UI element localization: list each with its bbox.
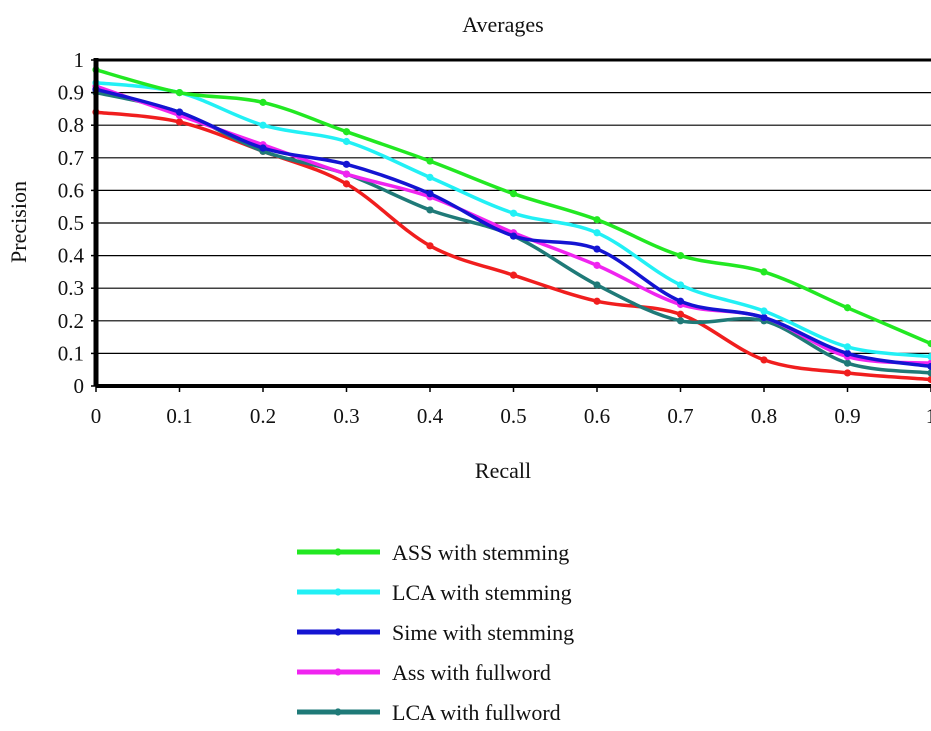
legend-item-0: ASS with stemming [297, 540, 569, 565]
data-point-2-7 [676, 297, 685, 305]
x-tick-label-9: 0.9 [834, 404, 860, 428]
series-2 [92, 85, 931, 371]
y-axis-label: Precision [6, 181, 31, 263]
data-point-1-5 [509, 209, 518, 217]
x-tick-label-10: 1 [926, 404, 931, 428]
legend-swatch-marker-3 [334, 668, 342, 676]
y-tick-labels: 0 0.1 0.2 0.3 0.4 0.5 0.6 0.7 0.8 0.9 1 [58, 48, 85, 398]
legend-label-0: ASS with stemming [392, 540, 569, 565]
x-tick-label-3: 0.3 [333, 404, 359, 428]
data-point-2-4 [426, 190, 434, 198]
x-tick-label-5: 0.5 [500, 404, 526, 428]
y-tick-label-0: 0 [74, 374, 85, 398]
x-tick-label-7: 0.7 [667, 404, 693, 428]
data-point-1-3 [342, 137, 351, 146]
series-line-0 [94, 68, 931, 346]
y-tick-label-8: 0.8 [58, 113, 84, 137]
data-point-1-4 [426, 173, 434, 181]
legend-label-1: LCA with stemming [392, 580, 572, 605]
data-point-5-4 [426, 242, 434, 250]
legend-item-4: LCA with fullword [297, 700, 561, 725]
data-point-0-9 [843, 304, 852, 312]
legend-label-4: LCA with fullword [392, 700, 561, 725]
data-point-2-3 [342, 160, 351, 168]
chart-title: Averages [462, 12, 543, 37]
x-tick-label-4: 0.4 [417, 404, 444, 428]
y-tick-label-5: 0.5 [58, 211, 84, 235]
series-line-2 [94, 87, 931, 369]
y-tick-label-4: 0.4 [58, 244, 85, 268]
data-point-0-3 [342, 128, 351, 136]
data-point-5-6 [593, 297, 601, 305]
series-1 [92, 79, 931, 361]
data-point-1-10 [927, 353, 931, 361]
x-tick-label-8: 0.8 [751, 404, 777, 428]
y-tick-label-2: 0.2 [58, 309, 84, 333]
data-point-0-7 [676, 252, 685, 260]
data-point-2-2 [259, 144, 267, 152]
data-point-3-6 [593, 261, 601, 269]
legend: ASS with stemming LCA with stemming Sime w… [297, 540, 574, 725]
data-point-3-3 [342, 170, 351, 178]
y-tick-label-9: 0.9 [58, 81, 84, 105]
data-point-5-8 [760, 356, 768, 364]
series-group [92, 66, 931, 384]
data-point-0-2 [259, 98, 267, 106]
legend-label-2: Sime with stemming [392, 620, 574, 645]
data-point-5-1 [175, 118, 184, 126]
axes [91, 58, 931, 392]
data-point-5-10 [927, 375, 931, 384]
data-point-2-5 [509, 232, 518, 240]
data-point-5-9 [843, 369, 852, 377]
y-tick-label-3: 0.3 [58, 276, 84, 300]
y-tick-label-10: 1 [74, 48, 85, 72]
data-point-2-6 [593, 245, 601, 253]
legend-item-3: Ass with fullword [297, 660, 551, 685]
data-point-2-10 [927, 362, 931, 371]
data-point-0-5 [509, 190, 518, 198]
data-point-1-9 [843, 343, 852, 351]
x-tick-label-6: 0.6 [584, 404, 610, 428]
data-point-1-2 [259, 121, 267, 129]
data-point-4-4 [426, 206, 434, 214]
data-point-2-9 [843, 349, 852, 357]
legend-swatch-marker-2 [334, 628, 342, 636]
y-tick-label-1: 0.1 [58, 341, 84, 365]
legend-item-1: LCA with stemming [297, 580, 572, 605]
data-point-0-4 [426, 157, 434, 165]
x-axis-label: Recall [475, 458, 531, 483]
series-line-3 [94, 84, 931, 365]
legend-swatch-marker-0 [334, 548, 342, 556]
data-point-4-10 [927, 369, 931, 377]
data-point-2-8 [760, 313, 768, 322]
data-point-0-10 [927, 340, 931, 348]
gridlines [96, 58, 931, 354]
x-tick-label-0: 0 [91, 404, 102, 428]
data-point-4-9 [843, 359, 852, 367]
data-point-5-3 [342, 180, 351, 188]
data-point-0-1 [175, 89, 184, 97]
series-line-1 [94, 81, 931, 359]
data-point-1-7 [676, 281, 685, 289]
data-point-4-7 [676, 317, 685, 325]
legend-swatch-marker-4 [334, 708, 342, 716]
data-point-0-8 [760, 268, 768, 276]
y-tick-label-7: 0.7 [58, 146, 84, 170]
data-point-1-8 [760, 307, 768, 315]
x-tick-labels: 0 0.1 0.2 0.3 0.4 0.5 0.6 0.7 0.8 0.9 1 [91, 404, 931, 428]
data-point-0-6 [593, 216, 601, 224]
x-tick-label-1: 0.1 [166, 404, 192, 428]
data-point-5-5 [509, 271, 518, 279]
data-point-2-1 [175, 108, 184, 116]
data-point-1-6 [593, 229, 601, 237]
legend-item-2: Sime with stemming [297, 620, 574, 645]
x-tick-label-2: 0.2 [250, 404, 276, 428]
data-point-5-7 [676, 310, 685, 318]
y-tick-label-6: 0.6 [58, 178, 84, 202]
legend-swatch-marker-1 [334, 588, 342, 596]
data-point-4-6 [593, 281, 601, 289]
legend-label-3: Ass with fullword [392, 660, 551, 685]
